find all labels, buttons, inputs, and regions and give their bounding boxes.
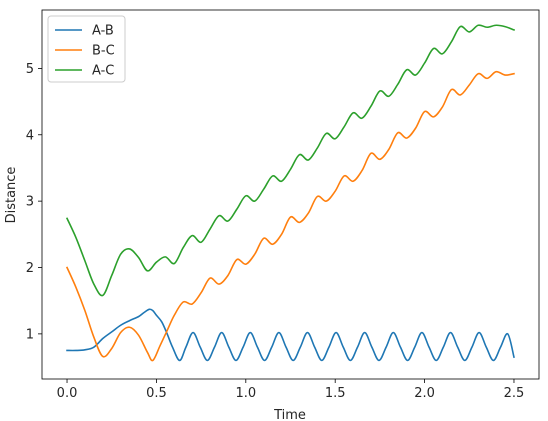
legend-label-a-c: A-C [92, 64, 114, 79]
y-tick-label: 5 [26, 62, 34, 77]
y-tick-label: 2 [26, 261, 34, 276]
legend: A-B B-C A-C [47, 15, 126, 83]
x-tick-label: 0.0 [57, 386, 78, 401]
x-axis-ticks: 0.0 0.5 1.0 1.5 2.0 2.5 [57, 379, 525, 401]
x-axis-label: Time [273, 408, 306, 421]
x-tick-label: 1.0 [235, 386, 256, 401]
series-line-a-c [65, 24, 515, 297]
legend-items: A-B B-C A-C [55, 24, 115, 79]
x-tick-label: 1.5 [325, 386, 346, 401]
y-axis-ticks: 1 2 3 4 5 [26, 62, 42, 342]
y-tick-label: 3 [26, 195, 34, 210]
series-line-a-b [66, 308, 515, 362]
legend-box [47, 15, 126, 83]
x-tick-label: 2.5 [504, 386, 525, 401]
legend-label-b-c: B-C [92, 44, 115, 59]
y-tick-label: 1 [26, 327, 34, 342]
x-tick-label: 0.5 [146, 386, 167, 401]
x-tick-label: 2.0 [414, 386, 435, 401]
series-line-b-c [65, 70, 515, 362]
y-axis-label: Distance [4, 167, 19, 224]
y-tick-label: 4 [26, 128, 34, 143]
series-layer [65, 24, 515, 362]
legend-label-a-b: A-B [92, 24, 114, 39]
